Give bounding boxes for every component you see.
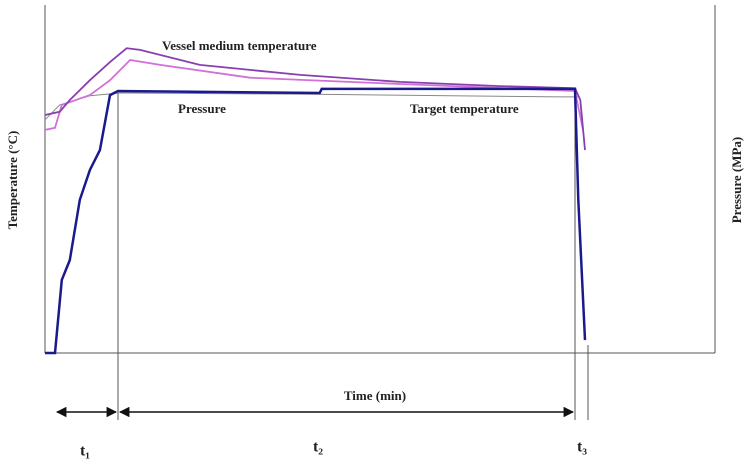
series-line	[44, 59, 584, 131]
y2-axis-label: Pressure (MPa)	[729, 137, 744, 224]
line-label: Pressure	[178, 101, 226, 116]
phase-label: t₃	[577, 439, 587, 456]
y-axis-label: Temperature (°C)	[5, 131, 20, 230]
line-label: Vessel medium temperature	[162, 38, 317, 53]
phase-label: t₁	[80, 443, 90, 460]
plot-area	[44, 47, 587, 355]
phase-label: t₂	[313, 439, 323, 456]
series-line	[44, 92, 579, 121]
line-label: Target temperature	[410, 101, 519, 116]
series-line	[45, 87, 587, 355]
x-axis-label: Time (min)	[344, 388, 406, 403]
